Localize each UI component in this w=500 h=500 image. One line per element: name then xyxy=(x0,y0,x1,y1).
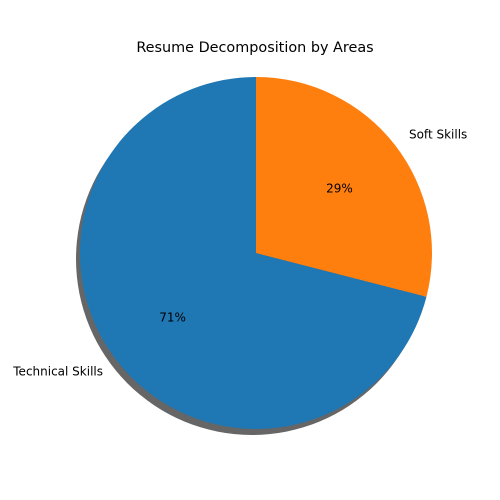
pie-percent-label: 71% xyxy=(159,311,186,325)
pie-slices xyxy=(79,77,432,429)
pie-category-label: Technical Skills xyxy=(12,365,103,379)
pie-labels: 71% Technical Skills 29% Soft Skills xyxy=(12,127,467,378)
pie-slice-technical-skills xyxy=(79,77,427,429)
pie-category-label: Soft Skills xyxy=(409,127,467,141)
pie-slice-soft-skills xyxy=(256,77,432,297)
chart-title: Resume Decomposition by Areas xyxy=(136,40,373,56)
pie-percent-label: 29% xyxy=(326,181,353,195)
